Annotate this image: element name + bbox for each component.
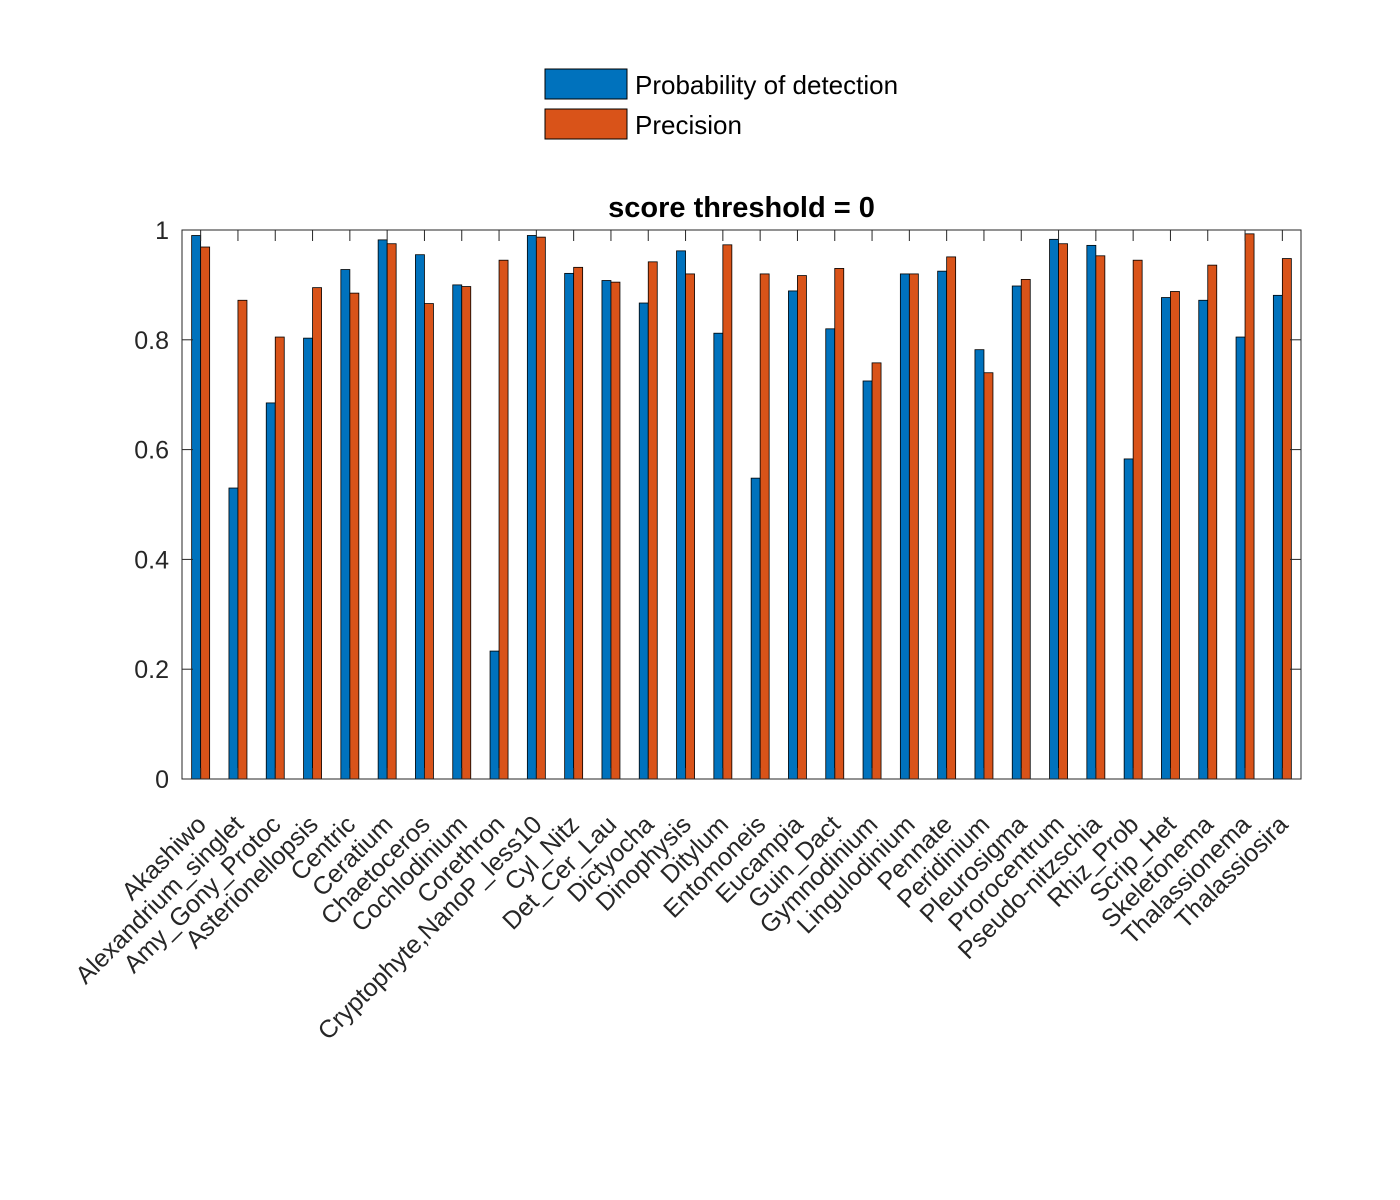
bars-group <box>191 233 1292 780</box>
bar-precision <box>312 287 322 780</box>
bar-precision <box>871 362 882 780</box>
bar-precision <box>424 303 434 780</box>
bar-probability-of-detection <box>1086 244 1097 780</box>
bar-probability-of-detection <box>1049 238 1059 780</box>
bar-probability-of-detection <box>1272 294 1283 780</box>
bar-probability-of-detection <box>974 349 985 780</box>
bar-precision <box>722 244 733 780</box>
legend-label-precision: Precision <box>635 110 742 140</box>
bar-precision <box>237 299 248 780</box>
y-axis: 0 0.2 0.4 0.6 0.8 1 <box>134 217 1301 794</box>
legend: Probability of detection Precision <box>544 68 898 140</box>
legend-label-probability-of-detection: Probability of detection <box>635 70 898 100</box>
bar-precision <box>834 268 845 780</box>
bar-probability-of-detection <box>1123 458 1134 780</box>
bar-probability-of-detection <box>1011 285 1022 780</box>
bar-precision <box>797 275 807 780</box>
bar-precision <box>1058 243 1068 780</box>
bar-precision <box>1207 264 1218 780</box>
bar-probability-of-detection <box>713 332 724 780</box>
bar-probability-of-detection <box>526 235 537 780</box>
bar-probability-of-detection <box>937 270 948 780</box>
bar-precision <box>200 246 211 780</box>
bar-probability-of-detection <box>601 280 612 780</box>
bar-precision <box>1132 259 1143 780</box>
bar-probability-of-detection <box>1161 297 1171 780</box>
bar-precision <box>274 336 285 780</box>
bar-probability-of-detection <box>1198 299 1209 780</box>
y-tick-label: 0.4 <box>134 546 169 574</box>
y-tick-label: 0.6 <box>134 437 169 465</box>
bar-probability-of-detection <box>788 290 798 780</box>
bar-probability-of-detection <box>1235 336 1246 780</box>
bar-precision <box>983 372 994 780</box>
chart-title: score threshold = 0 <box>608 192 875 224</box>
bar-precision <box>461 286 472 780</box>
bar-probability-of-detection <box>228 487 239 780</box>
plot-area-frame <box>181 229 1302 780</box>
bar-probability-of-detection <box>825 328 836 780</box>
bar-precision <box>1244 233 1255 780</box>
bar-probability-of-detection <box>340 269 351 780</box>
bar-precision <box>1020 279 1031 780</box>
bar-precision <box>386 243 397 780</box>
bar-precision <box>573 266 584 780</box>
bar-probability-of-detection <box>489 650 500 780</box>
y-tick-label: 0.8 <box>134 327 169 355</box>
bar-precision <box>1281 258 1292 780</box>
bar-probability-of-detection <box>191 235 202 780</box>
y-tick-label: 1 <box>155 217 169 245</box>
bar-precision <box>759 273 770 780</box>
bar-probability-of-detection <box>676 250 686 780</box>
legend-swatch-probability-of-detection <box>544 68 628 100</box>
y-tick-label: 0.2 <box>134 656 169 684</box>
bar-probability-of-detection <box>564 272 575 780</box>
bar-precision <box>498 259 509 780</box>
bar-precision <box>685 273 695 780</box>
bar-precision <box>610 281 621 780</box>
bar-probability-of-detection <box>452 284 463 780</box>
bar-precision <box>946 256 957 780</box>
bar-probability-of-detection <box>303 337 313 780</box>
bar-probability-of-detection <box>265 402 276 780</box>
y-tick-label: 0 <box>155 766 169 794</box>
bar-precision <box>349 292 360 780</box>
legend-swatch-precision <box>544 108 628 140</box>
bar-probability-of-detection <box>415 254 425 780</box>
bar-precision <box>535 236 546 780</box>
bar-precision <box>647 261 658 780</box>
bar-probability-of-detection <box>638 302 649 780</box>
bar-precision <box>1170 291 1180 780</box>
bar-probability-of-detection <box>750 477 761 780</box>
bar-probability-of-detection <box>377 239 388 780</box>
bar-precision <box>908 273 919 780</box>
bar-precision <box>1095 255 1106 780</box>
bar-probability-of-detection <box>899 273 910 780</box>
bar-probability-of-detection <box>862 380 873 780</box>
